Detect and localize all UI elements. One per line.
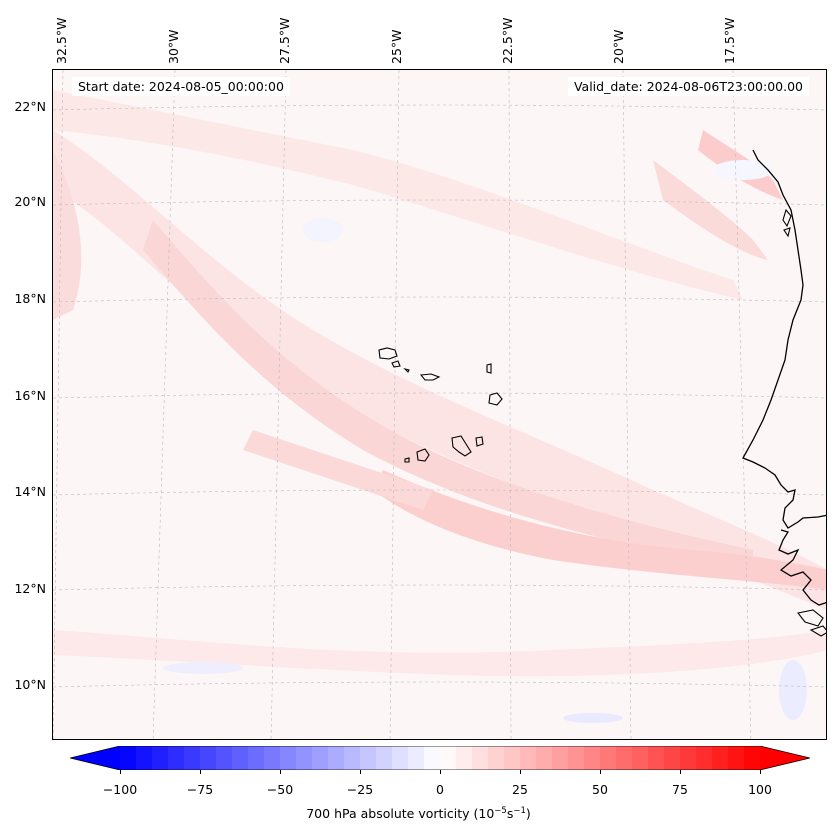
colorbar-cell [408, 746, 425, 770]
start-date-label: Start date: 2024-08-05_00:00:00 [72, 77, 290, 96]
colorbar-cell [152, 746, 169, 770]
valid-date-label: Valid_date: 2024-08-06T23:00:00.00 [567, 77, 809, 96]
colorbar-cell [216, 746, 233, 770]
vorticity-field [53, 70, 826, 739]
colorbar-tick-label: −50 [266, 782, 294, 797]
colorbar-cell [120, 746, 137, 770]
colorbar-cell [632, 746, 649, 770]
colorbar-cell [728, 746, 745, 770]
colorbar-tick-mark [360, 770, 361, 774]
colorbar-cell [312, 746, 329, 770]
colorbar-cell [456, 746, 473, 770]
colorbar-cell [200, 746, 217, 770]
colorbar-cell [552, 746, 569, 770]
lat-label-16n: 16°N [14, 388, 46, 403]
colorbar-cell [168, 746, 185, 770]
colorbar-tick-mark [280, 770, 281, 774]
colorbar-cell [648, 746, 665, 770]
colorbar-cell [744, 746, 761, 770]
colorbar-cell [376, 746, 393, 770]
colorbar-cell [584, 746, 601, 770]
lon-label-25w: 25°W [389, 29, 404, 64]
colorbar-tick-mark [120, 770, 121, 774]
colorbar-cell [344, 746, 361, 770]
colorbar-cell [616, 746, 633, 770]
lon-label-32-5w: 32.5°W [54, 17, 69, 64]
lat-label-12n: 12°N [14, 581, 46, 596]
colorbar-cell [232, 746, 249, 770]
colorbar-cell [568, 746, 585, 770]
colorbar-extend-max [760, 746, 810, 770]
cabo-verde-islands [378, 347, 503, 463]
colorbar-tick-mark [440, 770, 441, 774]
colorbar-cell [472, 746, 489, 770]
colorbar-tick-mark [200, 770, 201, 774]
colorbar-cell [360, 746, 377, 770]
lon-label-20w: 20°W [611, 29, 626, 64]
lat-label-22n: 22°N [14, 99, 46, 114]
colorbar-tick-label: 100 [748, 782, 772, 797]
lon-label-22-5w: 22.5°W [500, 17, 515, 64]
colorbar-cell [424, 746, 441, 770]
colorbar-cell [296, 746, 313, 770]
lat-label-20n: 20°N [14, 194, 46, 209]
colorbar-cell [712, 746, 729, 770]
colorbar-tick-mark [600, 770, 601, 774]
colorbar-cell [696, 746, 713, 770]
colorbar-tick-label: 25 [512, 782, 528, 797]
colorbar-cell [328, 746, 345, 770]
colorbar-cell [664, 746, 681, 770]
colorbar-tick-label: 0 [436, 782, 444, 797]
colorbar-cell [392, 746, 409, 770]
lon-label-30w: 30°W [166, 29, 181, 64]
colorbar-tick-mark [680, 770, 681, 774]
colorbar-cell [488, 746, 505, 770]
lat-label-14n: 14°N [14, 484, 46, 499]
colorbar-tick-label: −100 [102, 782, 138, 797]
colorbar-cell [248, 746, 265, 770]
colorbar [70, 746, 810, 770]
colorbar-cell [264, 746, 281, 770]
map-plot-area[interactable] [52, 69, 827, 740]
colorbar-cell [520, 746, 537, 770]
lon-label-27-5w: 27.5°W [277, 17, 292, 64]
lon-label-17-5w: 17.5°W [722, 17, 737, 64]
colorbar-cell [184, 746, 201, 770]
colorbar-cell [136, 746, 153, 770]
colorbar-tick-label: 75 [672, 782, 688, 797]
lat-label-10n: 10°N [14, 677, 46, 692]
colorbar-tick-label: 50 [592, 782, 608, 797]
colorbar-tick-mark [760, 770, 761, 774]
colorbar-cell [600, 746, 617, 770]
colorbar-cell [536, 746, 553, 770]
colorbar-cell [280, 746, 297, 770]
colorbar-extend-min [70, 746, 120, 770]
colorbar-cell [440, 746, 457, 770]
colorbar-cell [504, 746, 521, 770]
colorbar-tick-mark [520, 770, 521, 774]
colorbar-cell [680, 746, 697, 770]
colorbar-label: 700 hPa absolute vorticity (10−5s−1) [306, 806, 531, 822]
lat-label-18n: 18°N [14, 291, 46, 306]
colorbar-tick-label: −75 [186, 782, 214, 797]
colorbar-tick-label: −25 [346, 782, 374, 797]
coastline-africa [742, 149, 826, 529]
